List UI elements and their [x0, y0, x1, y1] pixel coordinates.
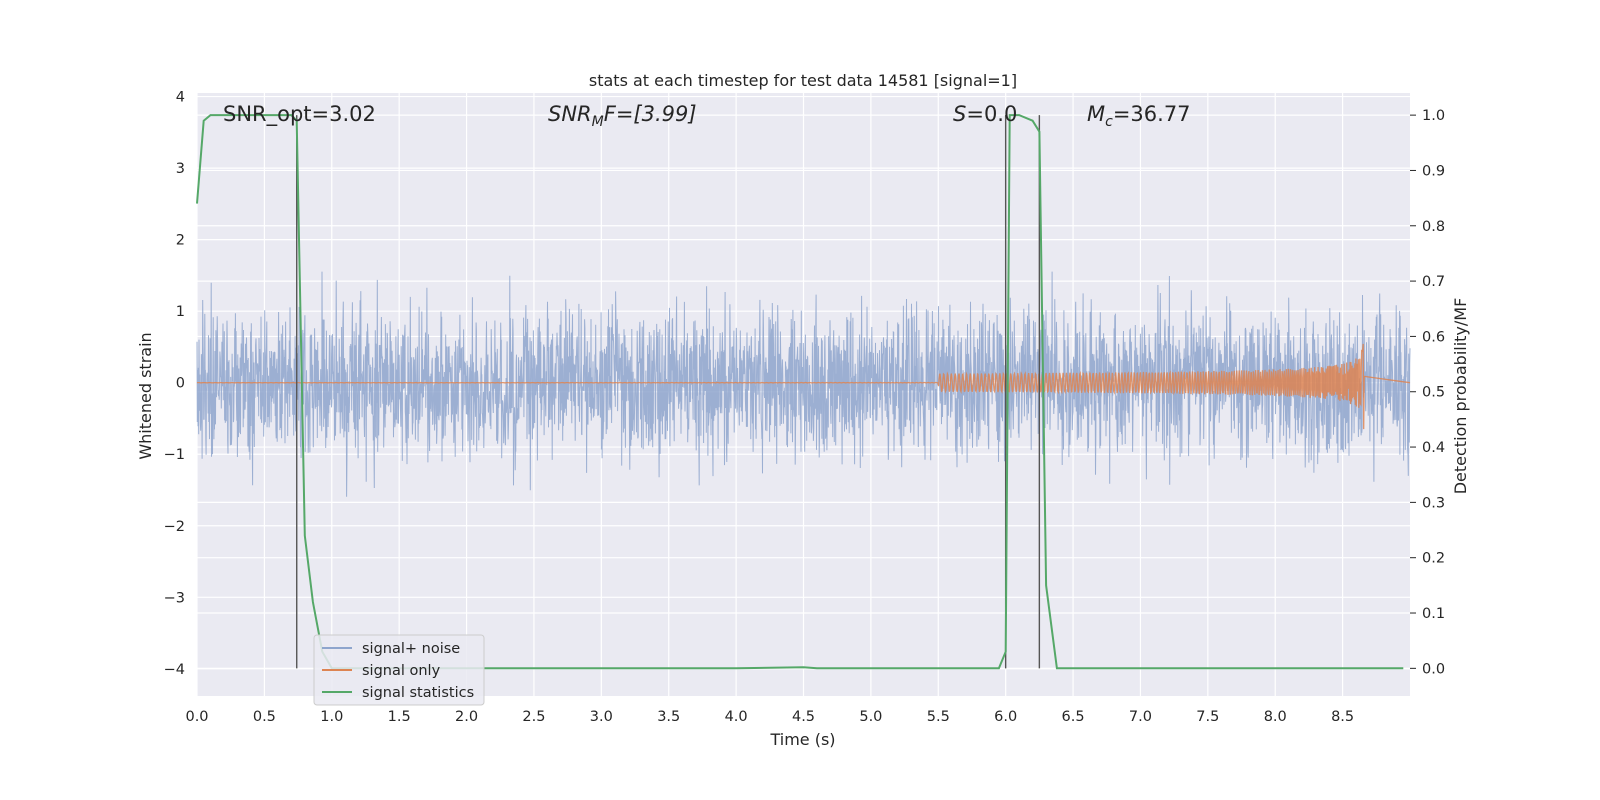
y-tick-label-left: 3 [176, 161, 185, 177]
x-tick-label: 8.0 [1264, 709, 1287, 725]
x-tick-label: 8.5 [1331, 709, 1354, 725]
y-ticks-right: 1.0 0.9 0.8 0.7 0.6 0.5 0.4 0.3 0.2 0.1 0.0 [1410, 108, 1445, 677]
x-tick-label: 4.5 [792, 709, 815, 725]
y-ticks-left: 4 3 2 1 0 −1 −2 −3 −4 [164, 90, 185, 678]
y-tick-label-right: 0.6 [1422, 329, 1445, 345]
y-tick-label-right: 0.1 [1422, 606, 1445, 622]
y-tick-label-left: −4 [164, 662, 185, 678]
y-tick-label-right: 0.8 [1422, 219, 1445, 235]
x-tick-label: 6.5 [1062, 709, 1085, 725]
legend-box [313, 634, 485, 706]
x-tick-label: 2.5 [522, 709, 545, 725]
y-tick-label-right: 0.0 [1422, 661, 1445, 677]
x-tick-label: 7.0 [1129, 709, 1152, 725]
y-tick-label-right: 0.9 [1422, 163, 1445, 179]
x-tick-label: 4.0 [725, 709, 748, 725]
x-tick-label: 2.0 [455, 709, 478, 725]
legend-label-signal-only: signal only [362, 663, 441, 679]
y-tick-label-right: 0.4 [1422, 440, 1445, 456]
x-tick-label: 7.5 [1196, 709, 1219, 725]
annotation-s: S=0.0 [953, 102, 1017, 126]
x-tick-label: 6.0 [994, 709, 1017, 725]
x-tick-label: 0.5 [253, 709, 276, 725]
signal-statistics-series [196, 114, 1404, 670]
x-tick-label: 5.0 [859, 709, 882, 725]
y-tick-label-right: 0.3 [1422, 495, 1445, 511]
x-tick-label: 1.5 [388, 709, 411, 725]
legend-label-signal-statistics: signal statistics [362, 685, 474, 701]
y-tick-label-right: 1.0 [1422, 108, 1445, 124]
y-tick-label-left: 4 [176, 90, 185, 106]
annotation-snr-mf: SNRMF=[3.99] [548, 102, 697, 130]
x-tick-label: 3.5 [657, 709, 680, 725]
x-axis-label: Time (s) [769, 730, 835, 749]
signal-noise-series [196, 271, 1411, 497]
y-tick-label-left: 0 [176, 376, 185, 392]
y-axis-label-left: Whitened strain [136, 332, 155, 459]
signal-only-series [196, 343, 1411, 430]
signal-noise-line [196, 271, 1411, 497]
y-tick-label-right: 0.5 [1422, 385, 1445, 401]
x-tick-label: 1.0 [320, 709, 343, 725]
annotation-snr-opt: SNR_opt=3.02 [223, 102, 376, 127]
legend: signal+ noise signal only signal statist… [313, 634, 485, 706]
y-tick-label-left: −2 [164, 519, 185, 535]
y-tick-label-left: 1 [176, 304, 185, 320]
annotation-mc: Mc=36.77 [1087, 102, 1191, 130]
chart-title: stats at each timestep for test data 145… [589, 71, 1017, 90]
y-tick-label-right: 0.2 [1422, 551, 1445, 567]
x-tick-label: 3.0 [590, 709, 613, 725]
y-tick-label-left: −3 [164, 590, 185, 606]
legend-label-signal-noise: signal+ noise [362, 641, 460, 657]
y-tick-label-left: −1 [164, 447, 185, 463]
y-tick-label-right: 0.7 [1422, 274, 1445, 290]
y-axis-label-right: Detection probability/MF [1451, 298, 1470, 495]
y-tick-label-left: 2 [176, 233, 185, 249]
x-ticks: 0.0 0.5 1.0 1.5 2.0 2.5 3.0 3.5 4.0 4.5 5.0 5.5 6.0 6… [185, 709, 1354, 725]
x-tick-label: 0.0 [185, 709, 208, 725]
x-tick-label: 5.5 [927, 709, 950, 725]
